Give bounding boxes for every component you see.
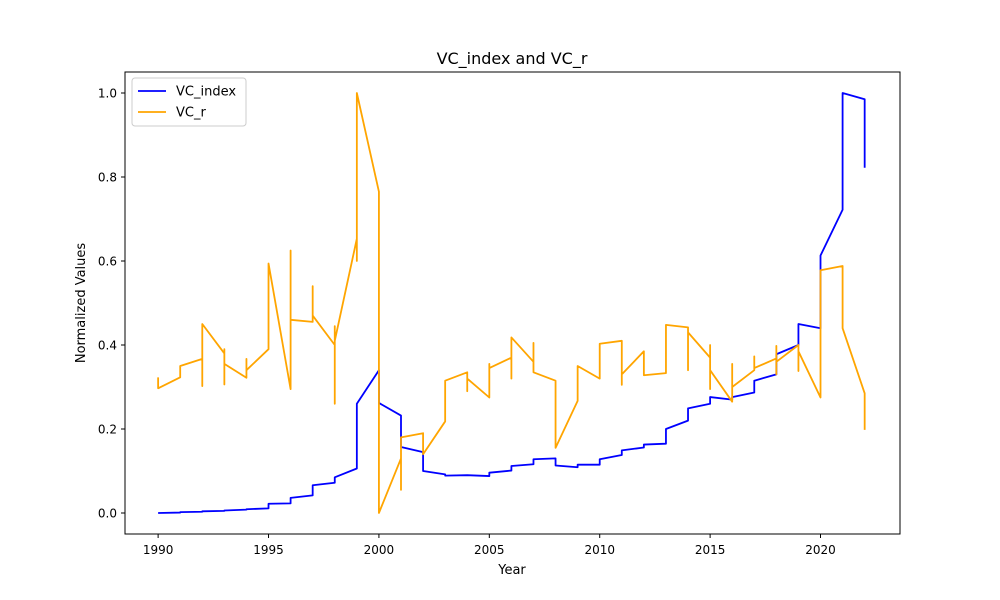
x-tick-label: 2005 [474, 543, 505, 557]
legend-label-vc-index: VC_index [176, 85, 236, 100]
x-axis: 1990 1995 2000 2005 2010 2015 2020 [143, 534, 836, 557]
x-tick-label: 2010 [584, 543, 615, 557]
y-tick-label: 0.4 [98, 339, 117, 353]
series-line-vc-r [157, 92, 866, 514]
legend: VC_index VC_r [131, 77, 247, 127]
x-tick-label: 1990 [143, 543, 174, 557]
x-axis-label: Year [497, 563, 526, 578]
series-line-vc-index [158, 92, 866, 514]
y-axis: 0.0 0.2 0.4 0.6 0.8 1.0 [98, 87, 125, 521]
x-tick-label: 2015 [695, 543, 726, 557]
x-tick-label: 1995 [253, 543, 284, 557]
y-tick-label: 0.2 [98, 423, 117, 437]
legend-label-vc-r: VC_r [176, 106, 206, 121]
y-tick-label: 0.6 [98, 255, 117, 269]
chart-title: VC_index and VC_r [437, 49, 588, 69]
y-axis-label: Normalized Values [74, 243, 89, 364]
legend-box [131, 77, 247, 127]
y-tick-label: 1.0 [98, 87, 117, 101]
x-tick-label: 2020 [805, 543, 836, 557]
x-tick-label: 2000 [364, 543, 395, 557]
y-tick-label: 0.8 [98, 171, 117, 185]
y-tick-label: 0.0 [98, 507, 117, 521]
series-layer [157, 92, 866, 514]
plot-area-frame [124, 71, 901, 535]
